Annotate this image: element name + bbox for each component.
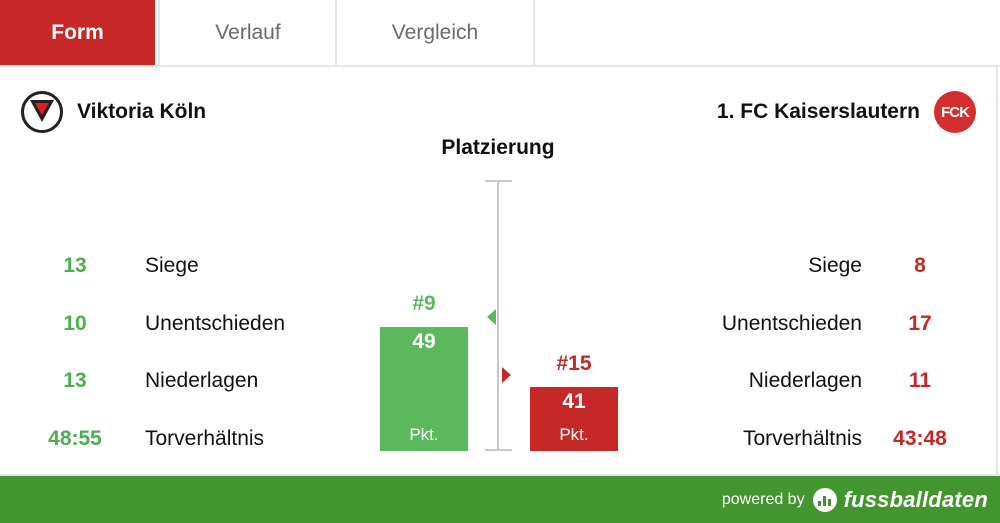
home-points: 49 — [412, 330, 436, 353]
home-stat-label: Torverhältnis — [145, 427, 265, 450]
axis-top-cap — [485, 180, 512, 182]
stat-row-wins: 13 Siege Siege 8 — [0, 251, 1000, 281]
away-team-header: 1. FC Kaiserslautern FCK — [716, 91, 976, 133]
away-position-marker-icon — [502, 367, 511, 383]
home-team-name: Viktoria Köln — [77, 100, 207, 123]
away-stat-label: Siege — [808, 254, 862, 277]
home-rank: #9 — [412, 292, 436, 315]
brand-link[interactable]: fussballdaten — [843, 486, 988, 512]
away-points-unit: Pkt. — [559, 425, 589, 444]
tab-vergleich[interactable]: Vergleich — [337, 0, 533, 65]
stat-row-draws: 10 Unentschieden Unentschieden 17 — [0, 309, 1000, 339]
home-stat-label: Siege — [145, 254, 199, 277]
away-stat-label: Niederlagen — [748, 369, 862, 392]
tab-bar: Form Verlauf Vergleich — [0, 0, 1000, 67]
away-team-name: 1. FC Kaiserslautern — [716, 100, 920, 123]
home-stat-label: Niederlagen — [145, 369, 259, 392]
fussballdaten-logo-icon — [812, 487, 837, 512]
away-stat-value: 8 — [914, 254, 926, 277]
axis-bottom-cap — [485, 449, 512, 451]
powered-by-label: powered by — [721, 490, 805, 508]
home-points-bar: 49 Pkt. — [380, 327, 468, 451]
tab-form[interactable]: Form — [0, 0, 155, 65]
footer-bar: powered by fussballdaten — [0, 474, 1000, 523]
tab-verlauf[interactable]: Verlauf — [161, 0, 335, 65]
section-title: Platzierung — [441, 136, 555, 159]
tab-divider — [158, 0, 160, 65]
away-stat-value: 11 — [908, 369, 932, 392]
tab-divider — [335, 0, 337, 65]
away-stat-label: Unentschieden — [721, 312, 862, 335]
fck-crest-icon: FCK — [934, 91, 976, 133]
away-points: 41 — [562, 390, 586, 413]
home-points-unit: Pkt. — [409, 425, 439, 444]
away-points-bar: 41 Pkt. — [530, 387, 618, 451]
tab-divider — [533, 0, 535, 65]
home-stat-label: Unentschieden — [145, 312, 286, 335]
home-stat-value: 48:55 — [48, 427, 102, 450]
away-stat-value: 43:48 — [893, 427, 947, 450]
stat-row-losses: 13 Niederlagen Niederlagen 11 — [0, 366, 1000, 396]
home-team-header: Viktoria Köln — [21, 91, 207, 133]
viktoria-koeln-crest-icon — [21, 91, 63, 133]
standings-axis — [497, 181, 499, 451]
stat-row-goals: 48:55 Torverhältnis Torverhältnis 43:48 — [0, 424, 1000, 454]
home-position-marker-icon — [487, 309, 496, 325]
home-stat-value: 13 — [63, 369, 87, 392]
away-rank: #15 — [556, 352, 592, 375]
home-stat-value: 13 — [63, 254, 87, 277]
panel-border — [996, 65, 998, 475]
away-stat-value: 17 — [908, 312, 932, 335]
home-stat-value: 10 — [63, 312, 87, 335]
away-stat-label: Torverhältnis — [742, 427, 862, 450]
